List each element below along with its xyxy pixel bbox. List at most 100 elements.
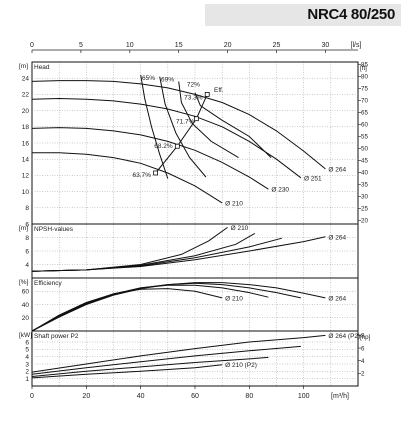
y-tick-label: 18 [22,124,30,131]
right-tick-label: 50 [361,146,368,153]
right-tick-label: 4 [361,358,365,365]
efficiency-label: Eff. [214,87,224,94]
top-tick-label: 15 [175,42,183,49]
series-curve [31,288,223,332]
panel-title: NPSH-values [34,226,74,233]
series-label: Ø 264 [328,234,346,241]
y-tick-label: 14 [22,157,30,164]
panel-title: Head [34,64,50,71]
series-curve [32,152,223,204]
series-label: Ø 264 [328,166,346,173]
top-tick-label: 10 [126,42,134,49]
series-curve [31,282,302,332]
right-tick-label: 70 [361,98,368,105]
bep-marker [174,143,180,149]
top-tick-label: 20 [224,42,232,49]
model-title-bar: NRC4 80/250 [205,4,401,26]
bep-line [155,94,208,174]
series-label: Ø 210 [225,295,243,302]
right-tick-label: 35 [361,182,368,189]
efficiency-label: 63.7% [133,172,152,179]
top-tick-label: 25 [273,42,281,49]
y-tick-label: 8 [25,235,29,242]
right-tick-label: 20 [361,218,368,225]
series-curve [31,284,269,332]
efficiency-label: 71.7% [176,119,195,126]
right-tick-label: 40 [361,170,368,177]
right-tick-label: 60 [361,122,368,129]
y-tick-label: 20 [22,315,30,322]
series-label: Ø 210 [231,225,249,232]
y-tick-label: 24 [22,76,30,83]
efficiency-label: 73.3% [184,94,203,101]
efficiency-iso-curve [140,74,169,179]
series-curve [31,282,326,332]
bottom-tick-label: 100 [298,393,310,400]
right-tick-label: 30 [361,194,368,201]
y-axis-unit: [kW] [19,332,32,339]
y-axis-unit: [m] [19,225,28,232]
efficiency-iso-curve [194,92,272,158]
right-axis-unit: [ft] [360,65,367,72]
y-tick-label: 20 [22,108,30,115]
right-axis-unit: [hp] [360,334,371,341]
series-label: Ø 251 [304,175,322,182]
efficiency-iso-curve [159,76,207,178]
series-curve [31,237,283,272]
right-tick-label: 2 [361,371,365,378]
series-label: Ø 264 (P2) [328,333,360,340]
right-tick-label: 6 [361,345,365,352]
series-curve [31,364,223,379]
y-tick-label: 2 [25,369,29,376]
efficiency-label: 68.2% [154,143,173,150]
right-tick-label: 8 [361,333,365,340]
right-tick-label: 65 [361,110,368,117]
efficiency-label: 72% [187,81,200,88]
series-label: Ø 264 [328,295,346,302]
top-tick-label: 30 [322,42,330,49]
bottom-tick-label: 0 [30,393,34,400]
y-tick-label: 6 [25,248,29,255]
series-label: Ø 210 [225,200,243,207]
bep-marker [153,170,159,176]
y-tick-label: 12 [22,173,30,180]
bep-marker [193,116,199,122]
y-tick-label: 22 [22,92,30,99]
model-title: NRC4 80/250 [307,6,395,23]
bottom-tick-label: 20 [82,393,90,400]
y-tick-label: 10 [22,189,30,196]
bottom-tick-label: 60 [191,393,199,400]
top-tick-label: 5 [79,42,83,49]
right-tick-label: 85 [361,62,368,69]
bottom-axis-unit: [m³/h] [331,393,349,400]
right-tick-label: 45 [361,158,368,165]
series-label: Ø 210 (P2) [225,362,257,369]
y-tick-label: 60 [22,289,30,296]
efficiency-label: 65% [142,75,155,82]
y-tick-label: 4 [25,354,29,361]
y-tick-label: 1 [25,376,29,383]
y-tick-label: 16 [22,140,30,147]
bep-marker [204,92,210,97]
top-axis-unit: [l/s] [351,42,362,49]
series-curve [31,97,302,179]
efficiency-iso-curve [178,81,239,159]
bottom-tick-label: 80 [245,393,253,400]
panel-frame [31,330,359,387]
series-curve [31,334,326,373]
series-curve [31,80,326,170]
series-curve [31,127,269,190]
y-tick-label: 4 [25,262,29,269]
right-tick-label: 80 [361,74,368,81]
y-axis-unit: [%] [19,279,29,286]
y-axis-unit: [m] [19,63,28,70]
right-tick-label: 55 [361,134,368,141]
right-tick-label: 75 [361,86,368,93]
y-tick-label: 3 [25,361,29,368]
series-curve [31,236,326,272]
y-tick-label: 40 [22,302,30,309]
series-label: Ø 230 [271,187,289,194]
y-tick-label: 6 [25,339,29,346]
series-curve [31,356,269,377]
